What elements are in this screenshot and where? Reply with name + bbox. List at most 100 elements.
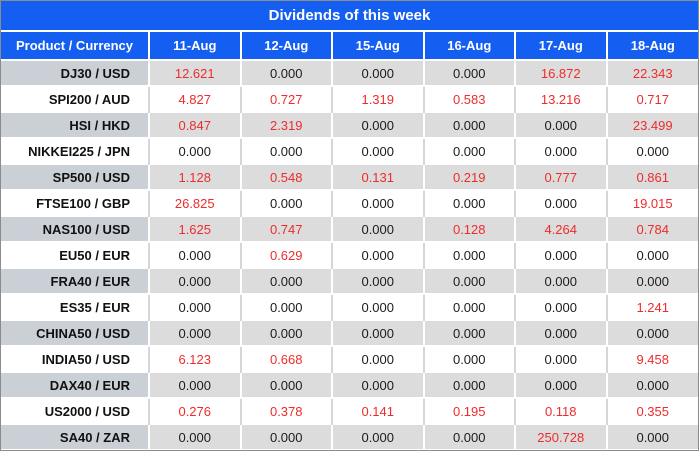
value-cell: 0.000 <box>605 319 698 346</box>
product-cell: US2000 / USD <box>1 397 149 424</box>
column-header-date: 17-Aug <box>514 32 607 60</box>
value-cell: 0.000 <box>422 59 515 86</box>
value-cell: 0.784 <box>605 215 698 242</box>
value-cell: 0.000 <box>331 423 424 449</box>
product-cell: DAX40 / EUR <box>1 371 149 398</box>
value-cell: 4.264 <box>514 215 607 242</box>
value-cell: 250.728 <box>514 423 607 449</box>
value-cell: 0.000 <box>514 293 607 320</box>
product-cell: CHINA50 / USD <box>1 319 149 346</box>
product-cell: SPI200 / AUD <box>1 85 149 112</box>
value-cell: 0.777 <box>514 163 607 190</box>
value-cell: 0.548 <box>239 163 332 190</box>
value-cell: 0.717 <box>605 85 698 112</box>
product-cell: SA40 / ZAR <box>1 423 149 449</box>
product-cell: FTSE100 / GBP <box>1 189 149 216</box>
value-cell: 0.219 <box>422 163 515 190</box>
value-cell: 0.000 <box>331 293 424 320</box>
value-cell: 4.827 <box>148 85 241 112</box>
value-cell: 0.000 <box>148 319 241 346</box>
table-row: FTSE100 / GBP 26.825 0.000 0.000 0.000 0.000 1… <box>1 189 698 216</box>
value-cell: 0.000 <box>605 371 698 398</box>
value-cell: 0.131 <box>331 163 424 190</box>
value-cell: 0.000 <box>514 267 607 294</box>
value-cell: 0.195 <box>422 397 515 424</box>
product-cell: DJ30 / USD <box>1 59 149 86</box>
value-cell: 16.872 <box>514 59 607 86</box>
value-cell: 0.276 <box>148 397 241 424</box>
product-cell: FRA40 / EUR <box>1 267 149 294</box>
table-row: SP500 / USD 1.128 0.548 0.131 0.219 0.777 0.86… <box>1 163 698 190</box>
table-row: EU50 / EUR 0.000 0.629 0.000 0.000 0.000 0.000 <box>1 241 698 268</box>
table-row: DJ30 / USD 12.621 0.000 0.000 0.000 16.872 22.… <box>1 59 698 86</box>
value-cell: 0.000 <box>331 319 424 346</box>
value-cell: 0.000 <box>514 345 607 372</box>
value-cell: 1.241 <box>605 293 698 320</box>
value-cell: 0.747 <box>239 215 332 242</box>
value-cell: 0.000 <box>148 293 241 320</box>
product-cell: HSI / HKD <box>1 111 149 138</box>
value-cell: 22.343 <box>605 59 698 86</box>
value-cell: 0.000 <box>239 371 332 398</box>
value-cell: 9.458 <box>605 345 698 372</box>
value-cell: 0.861 <box>605 163 698 190</box>
value-cell: 23.499 <box>605 111 698 138</box>
value-cell: 0.000 <box>239 319 332 346</box>
dividends-grid: Product / Currency 11-Aug 12-Aug 15-Aug 16-A… <box>1 32 698 449</box>
value-cell: 0.000 <box>331 189 424 216</box>
value-cell: 0.000 <box>422 111 515 138</box>
column-header-date: 12-Aug <box>239 32 332 60</box>
value-cell: 0.847 <box>148 111 241 138</box>
value-cell: 0.000 <box>331 267 424 294</box>
table-row: CHINA50 / USD 0.000 0.000 0.000 0.000 0.000 0.… <box>1 319 698 346</box>
table-header-row: Product / Currency 11-Aug 12-Aug 15-Aug 16-A… <box>1 32 698 60</box>
value-cell: 0.000 <box>514 319 607 346</box>
value-cell: 0.000 <box>514 137 607 164</box>
value-cell: 0.000 <box>331 371 424 398</box>
value-cell: 0.000 <box>331 111 424 138</box>
value-cell: 0.668 <box>239 345 332 372</box>
value-cell: 0.000 <box>239 267 332 294</box>
value-cell: 0.000 <box>605 137 698 164</box>
value-cell: 0.000 <box>514 371 607 398</box>
value-cell: 13.216 <box>514 85 607 112</box>
value-cell: 0.000 <box>422 189 515 216</box>
table-row: NAS100 / USD 1.625 0.747 0.000 0.128 4.264 0.7… <box>1 215 698 242</box>
table-row: NIKKEI225 / JPN 0.000 0.000 0.000 0.000 0.000… <box>1 137 698 164</box>
value-cell: 0.000 <box>148 241 241 268</box>
table-row: SA40 / ZAR 0.000 0.000 0.000 0.000 250.728 0.0… <box>1 423 698 449</box>
value-cell: 12.621 <box>148 59 241 86</box>
table-row: INDIA50 / USD 6.123 0.668 0.000 0.000 0.000 9.… <box>1 345 698 372</box>
value-cell: 0.000 <box>514 189 607 216</box>
value-cell: 2.319 <box>239 111 332 138</box>
value-cell: 1.625 <box>148 215 241 242</box>
product-cell: NIKKEI225 / JPN <box>1 137 149 164</box>
value-cell: 6.123 <box>148 345 241 372</box>
value-cell: 0.118 <box>514 397 607 424</box>
product-cell: INDIA50 / USD <box>1 345 149 372</box>
value-cell: 0.000 <box>331 345 424 372</box>
value-cell: 0.727 <box>239 85 332 112</box>
table-row: US2000 / USD 0.276 0.378 0.141 0.195 0.118 0.3… <box>1 397 698 424</box>
value-cell: 0.000 <box>605 423 698 449</box>
value-cell: 0.000 <box>148 371 241 398</box>
table-row: FRA40 / EUR 0.000 0.000 0.000 0.000 0.000 0.00… <box>1 267 698 294</box>
value-cell: 0.000 <box>514 241 607 268</box>
value-cell: 0.000 <box>331 215 424 242</box>
value-cell: 0.629 <box>239 241 332 268</box>
value-cell: 0.000 <box>331 137 424 164</box>
column-header-date: 16-Aug <box>422 32 515 60</box>
value-cell: 1.128 <box>148 163 241 190</box>
value-cell: 0.000 <box>239 137 332 164</box>
table-row: SPI200 / AUD 4.827 0.727 1.319 0.583 13.216 0.… <box>1 85 698 112</box>
value-cell: 19.015 <box>605 189 698 216</box>
value-cell: 0.583 <box>422 85 515 112</box>
column-header-date: 18-Aug <box>605 32 698 60</box>
column-header-date: 11-Aug <box>148 32 241 60</box>
value-cell: 0.355 <box>605 397 698 424</box>
value-cell: 0.000 <box>331 59 424 86</box>
value-cell: 0.000 <box>331 241 424 268</box>
value-cell: 0.000 <box>422 137 515 164</box>
value-cell: 0.000 <box>422 267 515 294</box>
